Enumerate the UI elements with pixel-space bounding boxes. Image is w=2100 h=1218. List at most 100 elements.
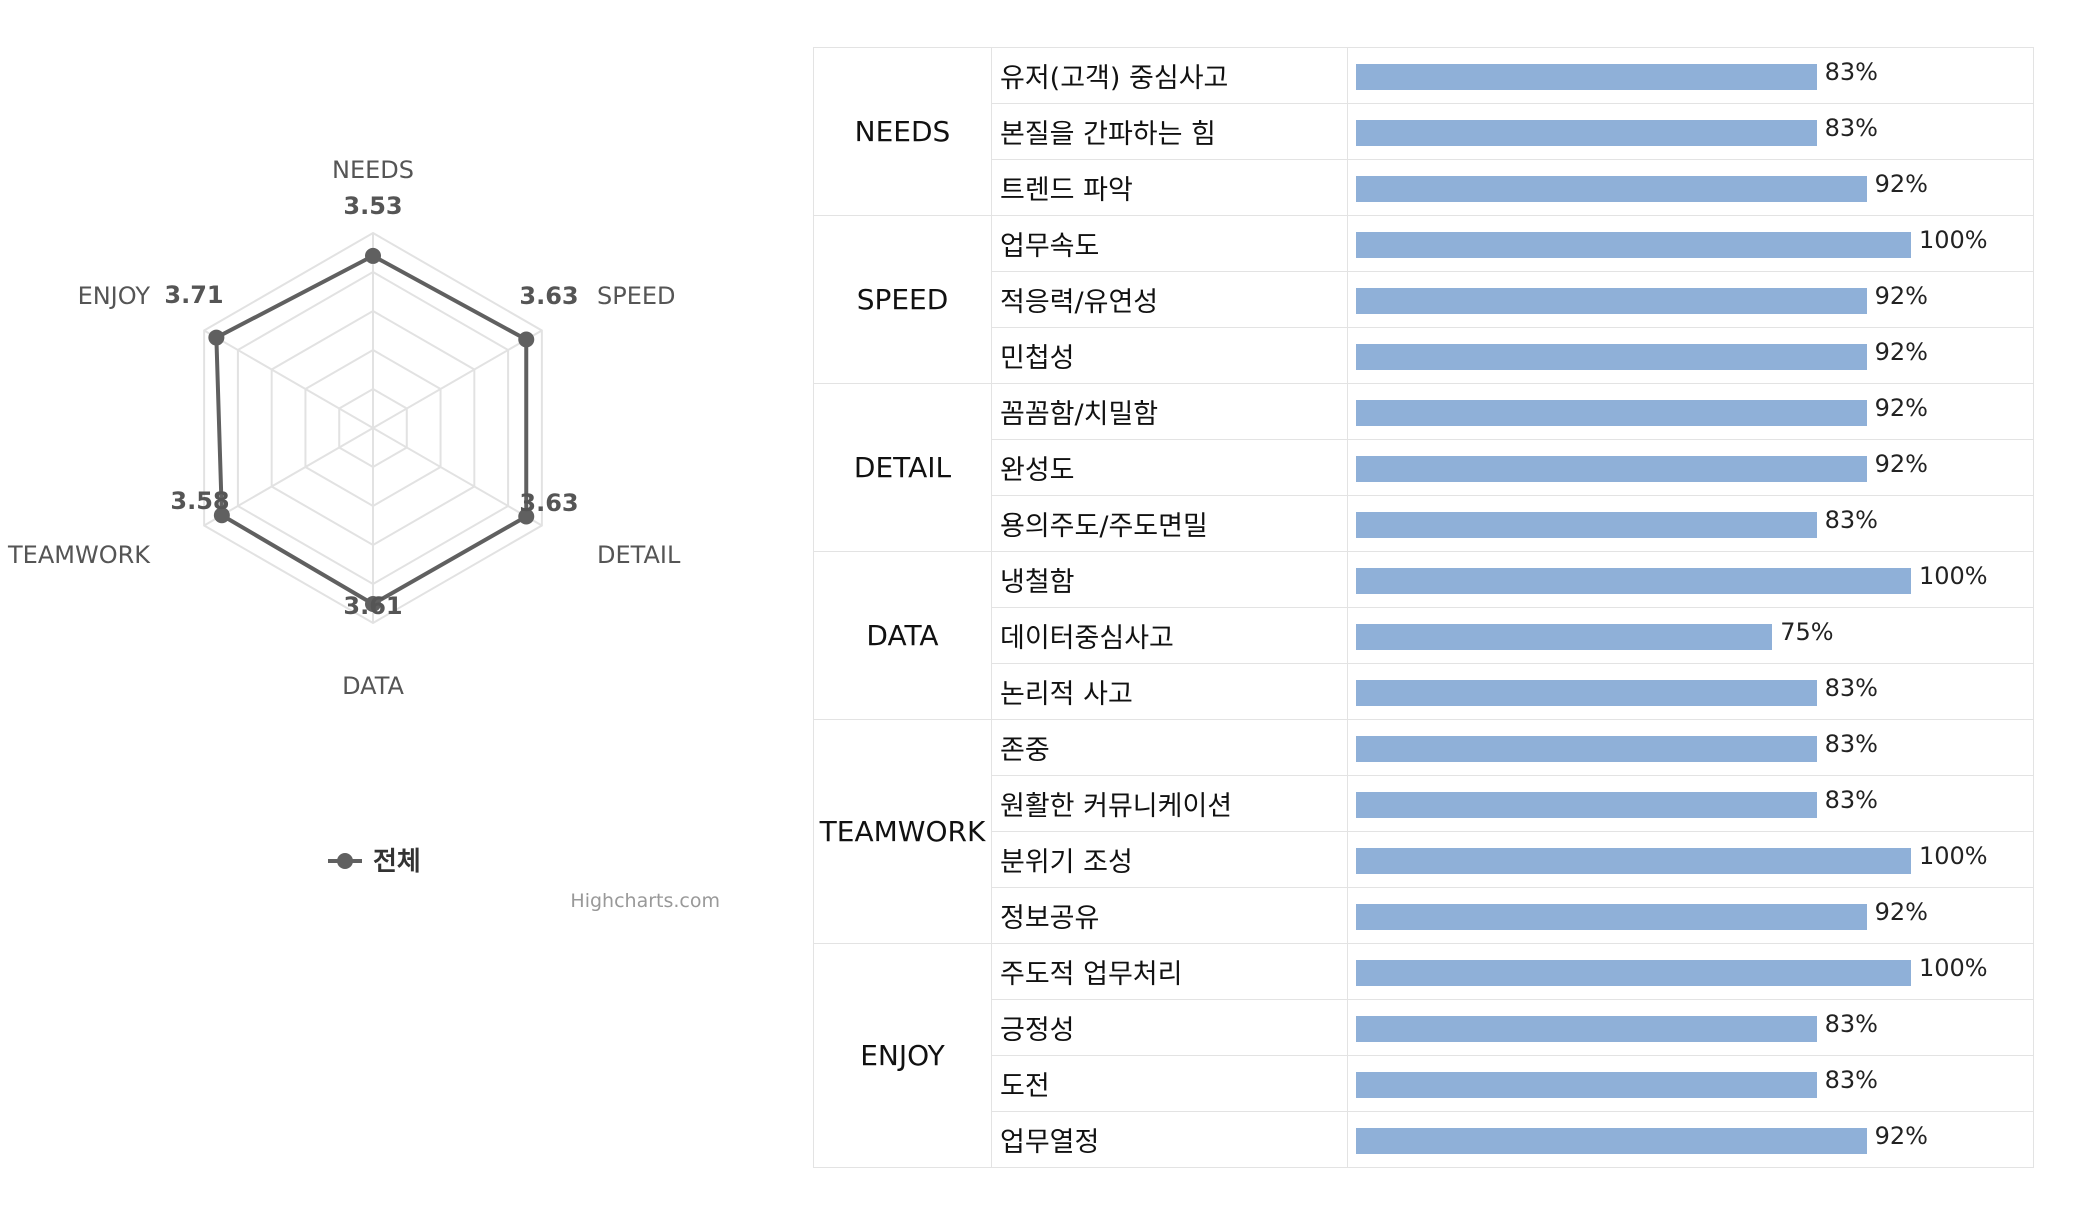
item-label: 존중 (991, 719, 1348, 776)
table-row: DATA 냉철함 100% (813, 551, 2034, 720)
bar-wrap: 83% (1348, 48, 2033, 103)
bar-cell: 83% (1347, 495, 2034, 552)
category-cell: ENJOY (813, 943, 992, 1168)
score-bar (1356, 344, 1867, 370)
score-bar (1356, 680, 1817, 706)
score-bar (1356, 176, 1867, 202)
bar-cell: 92% (1347, 327, 2034, 384)
score-percent: 92% (1874, 170, 1928, 198)
table-row: 트렌드 파악 92% (814, 159, 2034, 216)
radar-value-label: 3.58 (170, 487, 229, 515)
score-percent: 83% (1824, 674, 1878, 702)
table-row: TEAMWORK 존중 83% (813, 719, 2034, 944)
bar-wrap: 92% (1348, 272, 2033, 327)
bar-cell: 92% (1347, 271, 2034, 328)
score-bar (1356, 456, 1867, 482)
score-percent: 92% (1874, 450, 1928, 478)
score-percent: 83% (1824, 730, 1878, 758)
radar-point (208, 329, 225, 346)
radar-value-label: 3.53 (343, 192, 402, 220)
score-percent: 100% (1919, 842, 1988, 870)
bar-cell: 92% (1347, 439, 2034, 496)
radar-point (213, 507, 230, 524)
table-row: ENJOY 주도적 업무처리 100% (813, 943, 2034, 1168)
bar-wrap: 83% (1348, 1056, 2033, 1111)
item-label: 완성도 (991, 439, 1348, 496)
radar-point (365, 247, 381, 264)
bar-cell: 83% (1347, 663, 2034, 720)
bar-cell: 83% (1347, 1055, 2034, 1112)
category-cell: DETAIL (813, 383, 992, 552)
score-percent: 83% (1824, 786, 1878, 814)
table-row: 분위기 조성 100% (814, 831, 2034, 888)
bar-cell: 100% (1347, 943, 2034, 1000)
score-bar (1356, 736, 1817, 762)
item-label: 유저(고객) 중심사고 (991, 47, 1348, 104)
table-row: 데이터중심사고 75% (814, 607, 2034, 664)
bar-wrap: 83% (1348, 496, 2033, 551)
item-label: 본질을 간파하는 힘 (991, 103, 1348, 160)
table-row: 용의주도/주도면밀 83% (814, 495, 2034, 552)
bar-wrap: 75% (1348, 608, 2033, 663)
item-label: 논리적 사고 (991, 663, 1348, 720)
bar-wrap: 83% (1348, 664, 2033, 719)
radar-value-label: 3.71 (164, 281, 223, 309)
bar-cell: 83% (1347, 47, 2034, 104)
bar-wrap: 83% (1348, 720, 2033, 775)
radar-spoke (203, 329, 374, 429)
bar-cell: 83% (1347, 719, 2034, 776)
radar-value-label: 3.61 (343, 592, 402, 620)
score-percent: 83% (1824, 114, 1878, 142)
bar-wrap: 92% (1348, 160, 2033, 215)
radar-spoke (372, 329, 543, 429)
score-percent: 75% (1780, 618, 1834, 646)
bar-cell: 92% (1347, 1111, 2034, 1168)
category-cell: NEEDS (813, 47, 992, 216)
item-label: 원활한 커뮤니케이션 (991, 775, 1348, 832)
radar-axis-label-enjoy: ENJOY (78, 282, 151, 310)
radar-axis-label-needs: NEEDS (332, 156, 414, 184)
table-row: 정보공유 92% (814, 887, 2034, 944)
score-percent: 92% (1874, 282, 1928, 310)
score-bar (1356, 120, 1817, 146)
bar-cell: 75% (1347, 607, 2034, 664)
item-label: 주도적 업무처리 (991, 943, 1348, 1000)
bar-cell: 100% (1347, 551, 2034, 608)
item-label: 긍정성 (991, 999, 1348, 1056)
item-label: 업무속도 (991, 215, 1348, 272)
bar-cell: 83% (1347, 999, 2034, 1056)
bar-wrap: 83% (1348, 1000, 2033, 1055)
bar-cell: 83% (1347, 103, 2034, 160)
radar-axis-label-teamwork: TEAMWORK (7, 541, 151, 569)
radar-point (518, 508, 535, 525)
radar-point (365, 595, 381, 612)
radar-value-label: 3.63 (519, 489, 578, 517)
item-label: 적응력/유연성 (991, 271, 1348, 328)
score-bar (1356, 1016, 1817, 1042)
chart-credit: Highcharts.com (570, 890, 720, 912)
item-label: 데이터중심사고 (991, 607, 1348, 664)
category-cell: SPEED (813, 215, 992, 384)
score-percent: 83% (1824, 1010, 1878, 1038)
bar-wrap: 100% (1348, 216, 2033, 271)
radar-axis-label-detail: DETAIL (597, 541, 681, 569)
table-row: NEEDS 유저(고객) 중심사고 83% (813, 47, 2034, 216)
table-row: 긍정성 83% (814, 999, 2034, 1056)
score-percent: 83% (1824, 58, 1878, 86)
table-row: 적응력/유연성 92% (814, 271, 2034, 328)
score-bar (1356, 624, 1773, 650)
score-bar (1356, 232, 1911, 258)
score-percent: 92% (1874, 1122, 1928, 1150)
score-percent: 92% (1874, 898, 1928, 926)
radar-chart: NEEDS SPEED DETAIL DATA TEAMWORK ENJOY 3.53 3.6… (0, 0, 800, 1218)
bar-cell: 92% (1347, 159, 2034, 216)
bar-wrap: 92% (1348, 888, 2033, 943)
bar-cell: 100% (1347, 215, 2034, 272)
bar-wrap: 83% (1348, 104, 2033, 159)
category-cell: TEAMWORK (813, 719, 992, 944)
score-percent: 100% (1919, 226, 1988, 254)
score-percent: 83% (1824, 1066, 1878, 1094)
score-bar (1356, 64, 1817, 90)
bar-cell: 83% (1347, 775, 2034, 832)
bar-wrap: 100% (1348, 944, 2033, 999)
